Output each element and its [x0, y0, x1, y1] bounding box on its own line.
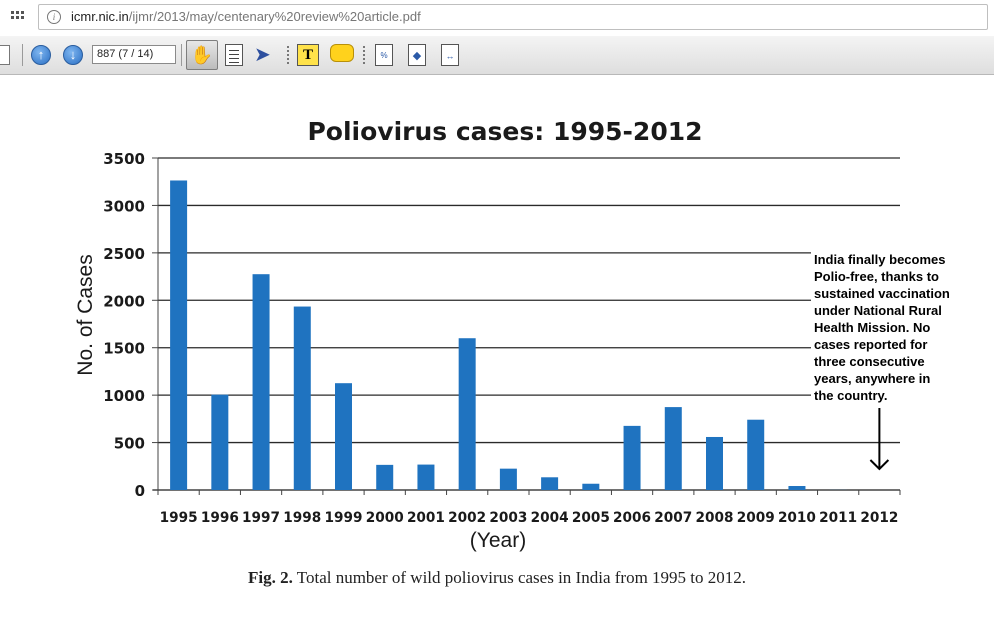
select-arrow-icon[interactable]: ➤ — [254, 44, 271, 66]
x-tick-label: 2007 — [654, 510, 692, 526]
url-path: /ijmr/2013/may/centenary%20review%20arti… — [128, 9, 421, 24]
poliovirus-chart: Poliovirus cases: 1995-2012 0 500 1000 1500… — [74, 117, 971, 552]
toolbar-separator — [22, 44, 23, 66]
x-tick-label: 1995 — [160, 510, 198, 526]
x-tick-label: 2009 — [737, 510, 775, 526]
next-page-button[interactable]: ↓ — [63, 45, 83, 65]
fit-width-icon[interactable]: ↔ — [441, 44, 459, 66]
x-tick-label: 2002 — [448, 510, 486, 526]
x-tick-label: 2000 — [366, 510, 404, 526]
y-tick-labels: 0 500 1000 1500 2000 2500 3000 3500 — [103, 150, 145, 500]
annotation-box — [811, 250, 971, 406]
x-tick-label: 1999 — [325, 510, 363, 526]
bar-2003 — [499, 468, 517, 490]
bar-2004 — [541, 477, 559, 490]
thumbnail-panel-icon[interactable] — [0, 45, 10, 65]
bar-1995 — [170, 180, 188, 490]
x-tick-label: 1998 — [283, 510, 321, 526]
y-tick-label: 2500 — [103, 245, 145, 263]
y-tick-label: 3000 — [103, 197, 145, 215]
x-tick-label: 2005 — [572, 510, 610, 526]
annotation-text-line: three consecutive — [814, 354, 925, 369]
bars — [170, 180, 847, 490]
bar-2009 — [747, 419, 765, 490]
fit-page-icon[interactable]: ◆ — [408, 44, 426, 66]
pdf-toolbar: ↑ ↓ 887 (7 / 14) ✋ ➤ T % ◆ ↔ — [0, 36, 994, 75]
bar-1996 — [211, 394, 229, 490]
bar-1998 — [293, 306, 311, 490]
x-tick-label: 2001 — [407, 510, 445, 526]
page-number-input[interactable]: 887 (7 / 14) — [92, 45, 176, 64]
toolbar-separator — [181, 44, 182, 66]
y-tick-label: 3500 — [103, 150, 145, 168]
annotation-text-line: the country. — [814, 388, 887, 403]
gridlines — [152, 157, 901, 495]
figure-caption: Fig. 2. Total number of wild poliovirus … — [0, 568, 994, 588]
url-host: icmr.nic.in — [71, 9, 129, 24]
x-tick-label: 2004 — [531, 510, 569, 526]
y-tick-label: 1500 — [103, 340, 145, 358]
bar-1997 — [252, 274, 270, 490]
bar-2007 — [664, 407, 682, 490]
annotation-text-line: Polio-free, thanks to — [814, 269, 939, 284]
bar-2005 — [582, 483, 600, 490]
y-tick-label: 1000 — [103, 387, 145, 405]
x-tick-label: 1997 — [242, 510, 280, 526]
apps-grid-icon[interactable] — [11, 11, 25, 23]
bar-2008 — [706, 436, 723, 490]
caption-label: Fig. 2. — [247, 568, 293, 587]
y-axis-label: No. of Cases — [74, 254, 97, 375]
x-tick-label: 2010 — [778, 510, 816, 526]
annotation-text-line: India finally becomes — [814, 252, 946, 267]
annotation-text-line: under National Rural — [814, 303, 942, 318]
x-tick-label: 2006 — [613, 510, 651, 526]
bar-2000 — [376, 464, 394, 490]
bar-2001 — [417, 464, 435, 490]
x-tick-label: 2011 — [819, 510, 857, 526]
caption-text: Total number of wild poliovirus cases in… — [292, 568, 747, 587]
annotation-text-line: sustained vaccination — [814, 286, 950, 301]
x-tick-label: 1996 — [201, 510, 239, 526]
x-tick-label: 2012 — [860, 510, 898, 526]
annotation-arrow-head — [869, 459, 890, 471]
hand-tool-icon[interactable]: ✋ — [186, 40, 218, 70]
annotation: India finally becomes Polio-free, thanks … — [811, 250, 971, 471]
chart-title: Poliovirus cases: 1995-2012 — [307, 117, 702, 146]
address-bar: i icmr.nic.in/ijmr/2013/may/centenary%20… — [0, 0, 994, 34]
typewriter-tool-icon[interactable]: T — [297, 44, 319, 66]
annotation-text-line: years, anywhere in — [814, 371, 930, 386]
comment-note-icon[interactable] — [330, 44, 354, 62]
previous-page-button[interactable]: ↑ — [31, 45, 51, 65]
page-info-icon[interactable]: i — [47, 10, 61, 24]
annotation-text-line: Health Mission. No — [814, 320, 930, 335]
url-field[interactable]: i icmr.nic.in/ijmr/2013/may/centenary%20… — [38, 4, 988, 30]
y-tick-label: 500 — [114, 435, 145, 453]
bar-2002 — [458, 338, 476, 490]
bar-1999 — [335, 383, 352, 490]
select-text-icon[interactable] — [225, 44, 243, 66]
x-tick-labels: 1995 1996 1997 1998 1999 2000 2001 2002 2003 2004… — [160, 510, 899, 526]
y-tick-label: 2000 — [103, 292, 145, 310]
y-tick-label: 0 — [135, 482, 145, 500]
x-axis-label: (Year) — [470, 529, 526, 552]
x-tick-label: 2003 — [489, 510, 527, 526]
bar-2006 — [623, 425, 641, 490]
annotation-text-line: cases reported for — [814, 337, 927, 352]
zoom-100-icon[interactable]: % — [375, 44, 393, 66]
x-tick-label: 2008 — [696, 510, 734, 526]
bar-2010 — [788, 486, 806, 490]
toolbar-divider — [287, 46, 289, 64]
toolbar-divider — [363, 46, 365, 64]
